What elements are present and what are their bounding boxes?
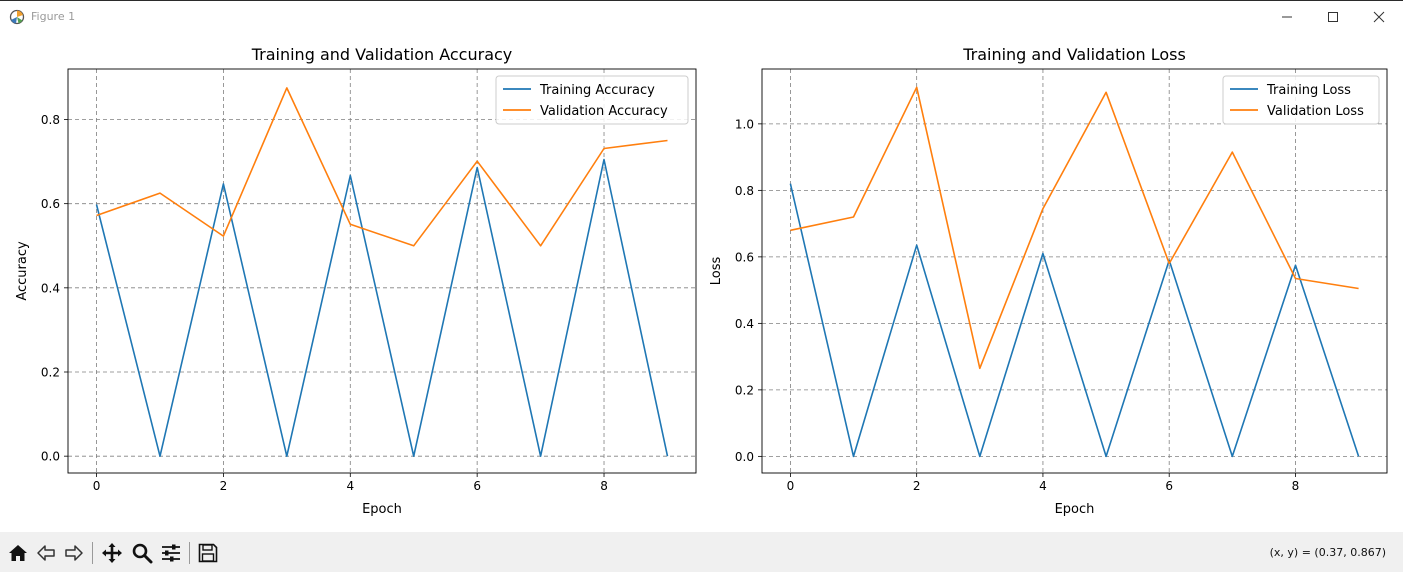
chart2-series-line-1 (789, 183, 1360, 458)
chart2-y-tick-label: 0.2 (735, 383, 754, 397)
matplotlib-icon (8, 8, 26, 26)
chart2-axes-frame (761, 68, 1388, 474)
chart2-y-tick-label: 1.0 (735, 117, 754, 131)
zoom-magnifier-icon (132, 543, 153, 564)
cursor-coordinates: (x, y) = (0.37, 0.867) (1269, 546, 1386, 559)
chart1-series-line-2 (96, 87, 668, 247)
chart1-x-tick-label: 0 (93, 479, 101, 493)
chart1-y-tick-label: 0.8 (41, 113, 60, 127)
back-button[interactable] (34, 541, 58, 565)
chart1-y-tick-label: 0.2 (41, 366, 60, 380)
chart2-y-axis-label: Loss (709, 257, 724, 286)
chart2-x-axis-label: Epoch (1055, 502, 1095, 517)
minimize-icon (1282, 16, 1292, 18)
chart2-legend-label-2: Validation Loss (1267, 104, 1364, 119)
configure-subplots-icon (162, 544, 180, 562)
chart1-y-tick-label: 0.4 (41, 281, 60, 295)
pan-move-icon (102, 543, 122, 563)
chart2-x-tick-label: 4 (1039, 479, 1047, 493)
chart1-plot-area (68, 69, 696, 473)
toolbar-separator (189, 542, 190, 564)
save-floppy-icon (198, 543, 218, 563)
back-arrow-icon (37, 545, 55, 561)
chart2-series-line-2 (790, 86, 1359, 370)
maximize-button[interactable] (1310, 1, 1356, 33)
close-icon (1373, 11, 1385, 23)
chart2-legend-label-1: Training Loss (1266, 83, 1351, 98)
chart1-legend-label-1: Training Accuracy (539, 83, 655, 98)
chart1-x-tick-label: 6 (473, 479, 481, 493)
chart1-legend-label-2: Validation Accuracy (540, 104, 668, 119)
chart1-x-tick-label: 4 (346, 479, 354, 493)
navigation-toolbar: (x, y) = (0.37, 0.867) (0, 532, 1403, 572)
window-titlebar: Figure 1 (0, 0, 1403, 32)
forward-arrow-icon (65, 545, 83, 561)
chart1-y-tick-label: 0.6 (41, 197, 60, 211)
pan-button[interactable] (100, 541, 124, 565)
maximize-icon (1328, 12, 1338, 22)
chart1-series-line-1 (95, 158, 669, 458)
chart1-legend (495, 75, 689, 125)
minimize-button[interactable] (1264, 1, 1310, 33)
chart2-plot-area (762, 69, 1387, 473)
chart1-y-axis-label: Accuracy (15, 241, 30, 301)
chart2-legend (1222, 75, 1380, 125)
chart2-y-tick-label: 0.6 (735, 250, 754, 264)
chart2-x-tick-label: 6 (1165, 479, 1173, 493)
chart1-x-tick-label: 2 (220, 479, 228, 493)
chart2-x-tick-label: 0 (787, 479, 795, 493)
home-icon (9, 545, 27, 561)
chart2-x-tick-label: 2 (913, 479, 921, 493)
home-button[interactable] (6, 541, 30, 565)
chart1-axes-frame (67, 68, 697, 474)
save-button[interactable] (196, 541, 220, 565)
close-button[interactable] (1356, 1, 1402, 33)
chart2-x-tick-label: 8 (1292, 479, 1300, 493)
chart1-title: Training and Validation Accuracy (251, 45, 513, 64)
chart2-y-tick-label: 0.0 (735, 450, 754, 464)
chart1-x-tick-label: 8 (600, 479, 608, 493)
zoom-button[interactable] (130, 541, 154, 565)
chart2-y-tick-label: 0.4 (735, 317, 754, 331)
chart2-title: Training and Validation Loss (962, 45, 1186, 64)
configure-subplots-button[interactable] (159, 541, 183, 565)
chart1-x-axis-label: Epoch (362, 502, 402, 517)
chart2-y-tick-label: 0.8 (735, 184, 754, 198)
forward-button[interactable] (62, 541, 86, 565)
window-title: Figure 1 (31, 10, 76, 23)
figure-canvas[interactable]: 0 2 4 6 8 0.0 0.2 0.4 0.6 0.8 Training and Validat… (0, 32, 1403, 530)
figure-svg[interactable]: 0 2 4 6 8 0.0 0.2 0.4 0.6 0.8 Training and Validat… (0, 32, 1403, 530)
toolbar-separator (92, 542, 93, 564)
chart1-y-tick-label: 0.0 (41, 450, 60, 464)
